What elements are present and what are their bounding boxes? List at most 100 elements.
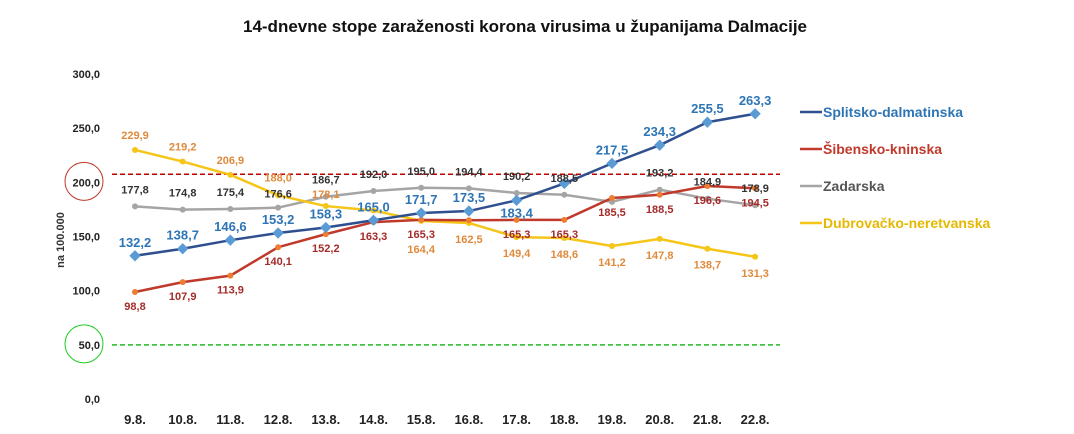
data-label: 188,0 [264, 172, 292, 184]
data-point [752, 202, 759, 209]
data-label: 177,8 [121, 184, 149, 196]
x-tick-label: 19.8. [598, 412, 627, 427]
data-point [465, 217, 472, 224]
data-label: 196,6 [694, 195, 722, 207]
y-tick-label: 200,0 [72, 177, 100, 189]
legend-entry: Splitsko-dalmatinska [823, 104, 963, 120]
data-point [177, 243, 189, 255]
data-point [275, 204, 282, 211]
data-label: 165,0 [357, 199, 390, 214]
data-point [320, 221, 332, 234]
data-label: 194,5 [741, 197, 769, 209]
data-point [132, 203, 138, 210]
data-label: 152,2 [312, 243, 340, 255]
data-point [415, 207, 427, 219]
data-label: 153,2 [262, 212, 295, 227]
data-point [370, 188, 377, 194]
threshold-circle-50 [64, 324, 104, 364]
data-label: 188,5 [551, 173, 579, 185]
x-tick-label: 9.8. [124, 412, 146, 427]
data-point [367, 214, 380, 226]
data-label: 234,3 [643, 124, 676, 139]
data-label: 173,5 [453, 190, 486, 205]
data-label: 162,5 [455, 234, 483, 246]
data-point [322, 203, 329, 210]
data-label: 188,5 [646, 204, 674, 216]
chart-title: 14-dnevne stope zaraženosti korona virus… [243, 17, 807, 36]
data-point [179, 158, 186, 165]
series-line [134, 184, 756, 294]
data-point [513, 189, 520, 196]
threshold-circle-200 [64, 161, 104, 201]
data-label: 107,9 [169, 291, 197, 303]
data-label: 195,0 [407, 166, 435, 178]
data-point [701, 116, 714, 128]
data-point [704, 245, 711, 252]
data-point [654, 139, 666, 151]
data-label: 171,7 [405, 192, 438, 207]
data-label: 138,7 [166, 228, 199, 243]
data-point [370, 207, 377, 214]
y-tick-label: 250,0 [72, 123, 100, 135]
data-point [132, 146, 138, 153]
series-line [134, 148, 756, 258]
data-label: 132,2 [119, 235, 152, 250]
series-line [134, 112, 756, 258]
data-label: 176,6 [264, 189, 292, 201]
x-tick-label: 14.8. [359, 412, 388, 427]
data-point [275, 244, 282, 251]
data-point [513, 216, 520, 223]
x-tick-label: 15.8. [407, 412, 436, 427]
data-label: 158,3 [310, 207, 343, 222]
y-tick-label: 150,0 [72, 232, 100, 244]
x-tick-label: 12.8. [264, 412, 293, 427]
legend-entry: Šibensko-kninska [823, 140, 942, 157]
x-tick-label: 13.8. [311, 412, 340, 427]
data-point [656, 186, 663, 193]
data-point [224, 234, 237, 246]
data-point [656, 191, 663, 198]
data-label: 165,3 [407, 229, 435, 241]
data-label: 217,5 [596, 142, 629, 157]
x-tick-label: 18.8. [550, 412, 579, 427]
y-tick-label: 300,0 [72, 69, 100, 81]
data-label: 165,3 [551, 229, 579, 241]
data-point [463, 205, 475, 217]
data-point [558, 177, 570, 190]
data-label: 146,6 [214, 219, 247, 234]
data-point [656, 235, 663, 242]
data-label: 194,4 [455, 166, 483, 178]
data-point [561, 235, 568, 242]
data-label: 186,7 [312, 175, 340, 187]
data-point [609, 243, 615, 250]
x-tick-label: 22.8. [741, 412, 770, 427]
y-tick-label: 100,0 [72, 286, 100, 298]
data-point [179, 206, 186, 213]
x-tick-label: 10.8. [168, 412, 197, 427]
series-line [134, 186, 756, 211]
data-point [561, 216, 568, 223]
data-label: 192,0 [360, 169, 388, 181]
data-label: 184,9 [694, 177, 722, 189]
data-label: 131,3 [741, 268, 769, 280]
data-label: 183,4 [500, 205, 533, 220]
data-point [609, 195, 615, 202]
data-label: 140,1 [264, 256, 292, 268]
data-label: 219,2 [169, 142, 197, 154]
data-point [275, 192, 282, 199]
legend-entry: Dubrovačko-neretvanska [823, 215, 991, 231]
data-point [704, 195, 711, 202]
data-point [322, 193, 329, 200]
data-label: 206,9 [217, 155, 245, 167]
y-tick-label: 0,0 [85, 394, 100, 406]
data-label: 149,4 [503, 248, 531, 260]
x-tick-label: 17.8. [502, 412, 531, 427]
data-label: 164,4 [407, 244, 435, 256]
data-point [752, 185, 759, 192]
data-point [179, 279, 186, 286]
data-label: 98,8 [124, 301, 145, 313]
data-point [227, 171, 234, 178]
data-label: 185,5 [598, 207, 626, 219]
